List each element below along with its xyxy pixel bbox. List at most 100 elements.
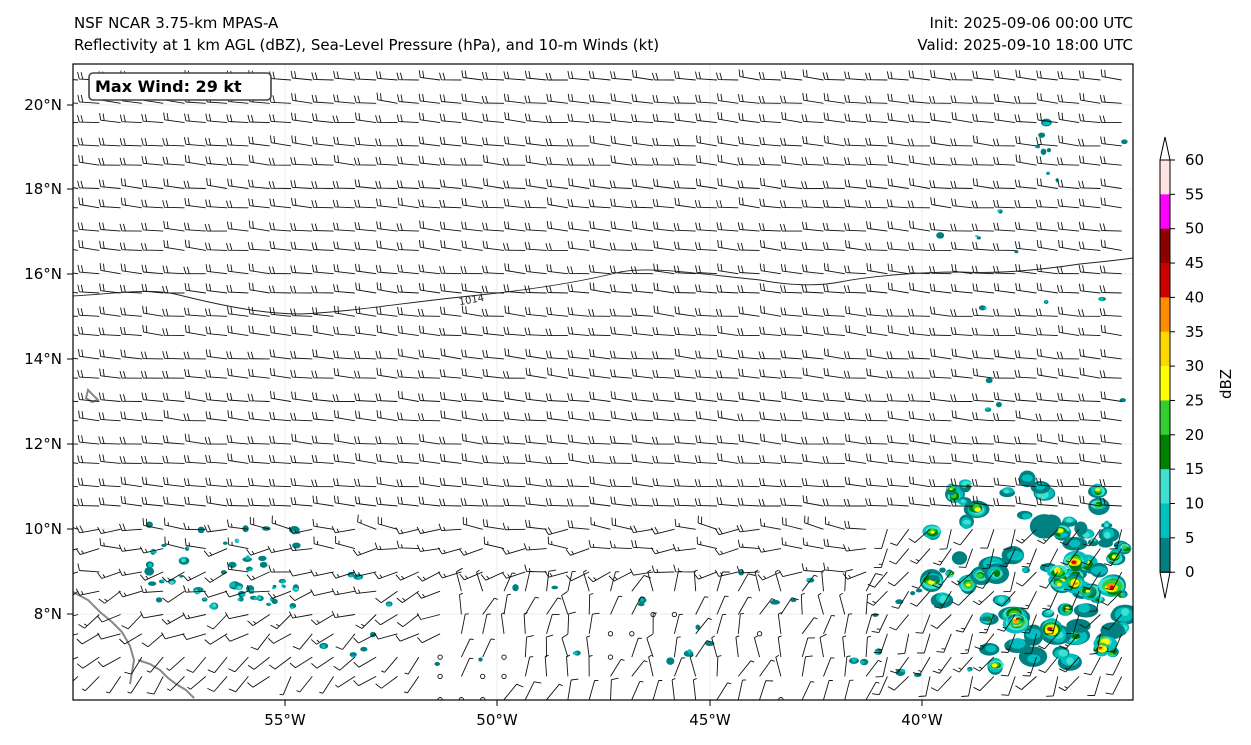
wind-barb [801,436,824,445]
wind-barb [953,529,973,546]
colorbar-tick-label: 35 [1185,323,1204,341]
wind-barb [631,660,648,677]
echo-cell [930,530,935,534]
wind-barb [737,94,760,104]
echo-cell [245,555,250,560]
wind-barb [716,284,739,294]
wind-barb [146,656,164,673]
colorbar-swatch [1160,503,1170,539]
wind-barb [1036,433,1058,445]
wind-barb [757,571,782,581]
wind-barb [695,178,718,189]
wind-barb [588,411,611,422]
wind-barb [119,370,142,379]
wind-barb [416,612,441,620]
wind-barb [418,282,441,294]
wind-barb [416,590,441,599]
wind-barb [354,179,377,189]
wind-barb [162,590,185,603]
wind-barb [865,113,888,124]
wind-barb [993,434,1016,445]
wind-barb [98,478,121,488]
wind-barb [1057,496,1080,507]
calm-wind-marker [480,673,486,680]
wind-barb [73,462,79,464]
wind-barb [183,222,206,232]
wind-barb [1099,699,1101,700]
wind-barb [889,548,910,565]
wind-barb [716,392,739,402]
wind-barb [546,220,568,232]
wind-barb [73,571,79,574]
wind-barb [269,135,292,147]
echo-cell [993,569,1001,578]
wind-barb [717,93,739,104]
wind-barb [140,370,164,379]
wind-barb [98,454,121,464]
wind-barb [78,240,100,251]
wind-barb [376,306,398,317]
wind-barb [1036,477,1058,488]
wind-barb [269,198,292,209]
wind-barb [1022,656,1037,677]
echo-cell [169,581,174,584]
wind-barb [119,223,142,232]
wind-barb [207,676,228,692]
wind-barb [738,306,760,317]
wind-barb [993,157,1016,166]
wind-barb [97,656,121,668]
wind-barb [546,597,562,615]
wind-barb [950,180,973,189]
echo-cell [237,598,241,601]
wind-barb [889,529,910,546]
wind-barb [929,497,952,507]
wind-barb [652,369,675,379]
wind-barb [333,656,356,671]
echo-cell [900,669,906,673]
wind-barb [610,410,632,422]
wind-barb [972,368,994,379]
colorbar-swatch [1160,469,1170,504]
wind-barb [206,614,228,630]
wind-barb [524,496,547,507]
wind-barb [1014,392,1037,402]
wind-barb [381,656,398,673]
wind-barb [269,114,292,124]
wind-barb [696,536,718,550]
echo-cell [985,407,990,411]
wind-barb [929,265,952,275]
wind-barb [268,181,292,189]
wind-barb [73,614,79,617]
echo-cell [960,499,966,504]
wind-barb [204,633,228,645]
wind-barb [958,548,974,568]
wind-barb [759,239,781,251]
wind-barb [525,391,547,402]
echo-cell [271,598,278,605]
wind-barb [545,115,568,124]
wind-barb [140,455,164,464]
wind-barb [652,221,675,232]
wind-barb [333,241,355,251]
wind-barb [908,94,931,104]
wind-barb [561,591,569,615]
wind-barb [929,156,952,166]
wind-barb [822,436,845,445]
wind-barb [163,477,185,488]
wind-barb [1036,70,1058,81]
wind-barb [844,433,867,445]
wind-barb [695,617,712,635]
wind-barb [139,546,164,554]
echo-cell [981,616,990,622]
wind-barb [545,634,554,658]
wind-barb [1000,656,1016,677]
wind-barb [971,308,994,317]
wind-barb [631,637,642,658]
wind-barb [737,479,760,488]
wind-barb [545,328,568,337]
wind-barb [780,179,803,189]
wind-barb [908,326,931,337]
wind-barb [999,548,1016,568]
echo-cell [985,377,993,384]
wind-barb [77,563,100,573]
